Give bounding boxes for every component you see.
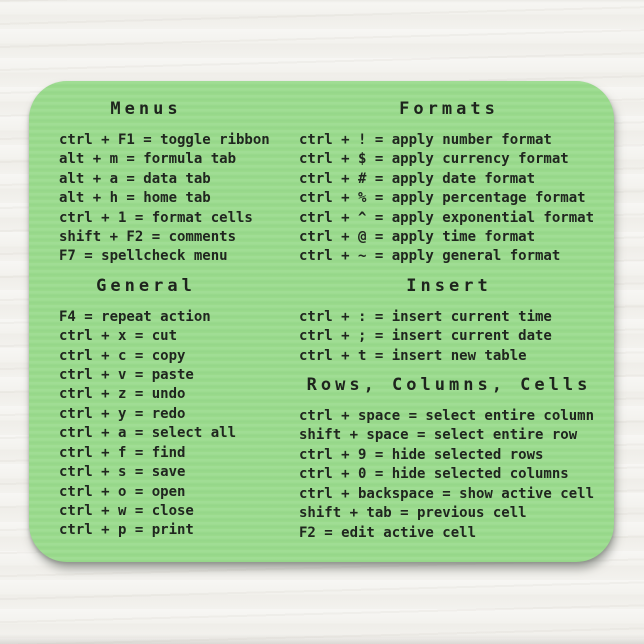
shortcut-line: F4 = repeat action — [59, 308, 211, 325]
mousepad: Menus ctrl + F1 = toggle ribbon alt + m … — [29, 81, 614, 562]
formats-lines: ctrl + ! = apply number format ctrl + $ … — [299, 131, 599, 267]
shortcut-line: alt + h = home tab — [59, 190, 211, 207]
shortcut-line: shift + F2 = comments — [59, 229, 237, 246]
section-formats: Formats ctrl + ! = apply number format c… — [299, 99, 599, 267]
shortcut-line: ctrl + @ = apply time format — [299, 229, 536, 246]
shortcut-line: ctrl + z = undo — [59, 386, 186, 403]
shortcut-line: ctrl + ~ = apply general format — [299, 248, 561, 265]
shortcut-line: ctrl + $ = apply currency format — [299, 151, 569, 168]
rows-columns-cells-lines: ctrl + space = select entire column shif… — [299, 407, 599, 543]
shortcut-line: ctrl + a = select all — [59, 425, 237, 442]
shortcut-line: ctrl + o = open — [59, 483, 186, 500]
section-rows-columns-cells: Rows, Columns, Cells ctrl + space = sele… — [299, 375, 599, 543]
shortcut-line: alt + m = formula tab — [59, 151, 237, 168]
section-general: General F4 = repeat action ctrl + x = cu… — [59, 276, 287, 541]
general-lines: F4 = repeat action ctrl + x = cut ctrl +… — [59, 308, 287, 541]
shortcut-line: ctrl + # = apply date format — [299, 170, 536, 187]
shortcut-line: ctrl + y = redo — [59, 405, 186, 422]
shortcut-line: ctrl + ; = insert current date — [299, 328, 552, 345]
shortcut-line: ctrl + % = apply percentage format — [299, 190, 586, 207]
shortcut-line: ctrl + t = insert new table — [299, 347, 527, 364]
shortcut-line: ctrl + 9 = hide selected rows — [299, 446, 544, 463]
column-left: Menus ctrl + F1 = toggle ribbon alt + m … — [59, 99, 287, 541]
insert-lines: ctrl + : = insert current time ctrl + ; … — [299, 308, 599, 366]
shortcut-line: ctrl + f = find — [59, 444, 186, 461]
formats-heading: Formats — [399, 99, 499, 119]
shortcut-line: ctrl + : = insert current time — [299, 308, 552, 325]
menus-heading: Menus — [110, 99, 182, 119]
rows-columns-cells-heading: Rows, Columns, Cells — [306, 375, 592, 396]
shortcut-line: shift + space = select entire row — [299, 427, 578, 444]
column-right: Formats ctrl + ! = apply number format c… — [299, 99, 599, 543]
shortcut-line: ctrl + ^ = apply exponential format — [299, 209, 595, 226]
shortcut-line: ctrl + v = paste — [59, 367, 194, 384]
shortcut-line: ctrl + ! = apply number format — [299, 132, 552, 148]
shortcut-line: ctrl + c = copy — [59, 347, 186, 364]
shortcut-line: ctrl + 0 = hide selected columns — [299, 466, 569, 483]
general-heading: General — [96, 275, 196, 296]
shortcut-line: F2 = edit active cell — [299, 524, 477, 541]
insert-heading: Insert — [406, 275, 492, 296]
shortcut-line: ctrl + space = select entire column — [299, 408, 595, 425]
shortcut-line: ctrl + p = print — [59, 522, 194, 539]
shortcut-line: ctrl + 1 = format cells — [59, 209, 253, 226]
section-insert: Insert ctrl + : = insert current time ct… — [299, 276, 599, 366]
section-menus: Menus ctrl + F1 = toggle ribbon alt + m … — [59, 99, 287, 267]
shortcut-line: ctrl + w = close — [59, 502, 194, 519]
shortcut-line: F7 = spellcheck menu — [59, 248, 228, 265]
shortcut-line: alt + a = data tab — [59, 170, 211, 187]
shortcut-line: ctrl + x = cut — [59, 328, 178, 345]
shortcut-line: shift + tab = previous cell — [299, 505, 527, 522]
shortcut-line: ctrl + F1 = toggle ribbon — [59, 132, 270, 148]
menus-lines: ctrl + F1 = toggle ribbon alt + m = form… — [59, 131, 287, 267]
shortcut-line: ctrl + backspace = show active cell — [299, 485, 595, 502]
shortcut-line: ctrl + s = save — [59, 464, 186, 481]
